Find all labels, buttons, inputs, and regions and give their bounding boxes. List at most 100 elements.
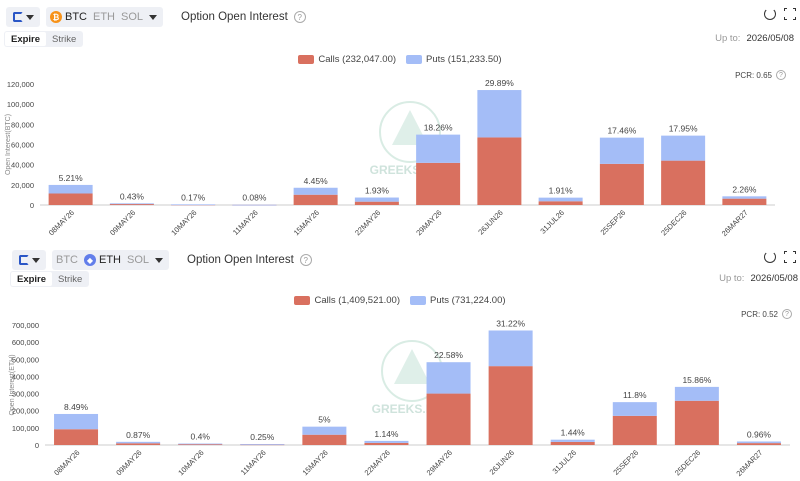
fullscreen-icon[interactable] xyxy=(783,7,797,21)
up-to-date: Up to: 2026/05/08 xyxy=(715,33,794,44)
deribit-logo-icon xyxy=(18,255,29,265)
puts-bar xyxy=(116,441,161,444)
question-circle-icon[interactable]: ? xyxy=(299,254,312,266)
puts-bar xyxy=(178,443,223,445)
bitcoin-icon: ₿ xyxy=(50,11,62,23)
puts-bar xyxy=(612,402,657,416)
refresh-icon[interactable] xyxy=(764,8,776,20)
legend-swatch xyxy=(406,55,423,64)
bar-percent-label: 5.21% xyxy=(59,173,84,183)
expire-strike-tabs: Expire Strike xyxy=(10,271,90,287)
calls-bar xyxy=(538,201,583,205)
bar-percent-label: 0.43% xyxy=(120,191,145,201)
legend-puts[interactable]: Puts (151,233.50) xyxy=(406,54,502,65)
coin-eth[interactable]: ETH xyxy=(93,11,115,23)
chart-legend: Calls (232,047.00) Puts (151,233.50) xyxy=(0,54,800,65)
y-tick-label: 120,000 xyxy=(7,80,34,89)
bar-percent-label: 22.58% xyxy=(434,350,463,360)
puts-bar xyxy=(477,90,522,138)
puts-bar xyxy=(302,426,347,435)
legend-calls[interactable]: Calls (232,047.00) xyxy=(298,54,396,65)
tab-expire[interactable]: Expire xyxy=(5,32,47,46)
chevron-down-icon xyxy=(155,257,164,263)
x-tick-label: 11MAY26 xyxy=(239,448,268,477)
coin-eth-label: ETH xyxy=(93,11,115,23)
puts-bar xyxy=(109,203,154,205)
panel-title: Option Open Interest xyxy=(187,254,294,266)
puts-bar xyxy=(538,197,583,202)
coin-btc[interactable]: ₿ BTC xyxy=(50,11,87,23)
panel-toolbar: ₿ BTC ETH SOL Option Open Interest ? xyxy=(0,6,306,28)
tab-strike[interactable]: Strike xyxy=(52,33,77,45)
calls-bar xyxy=(354,201,399,205)
tab-expire[interactable]: Expire xyxy=(11,272,53,286)
x-tick-label: 22MAY26 xyxy=(363,448,392,477)
question-circle-icon[interactable]: ? xyxy=(776,70,786,80)
question-circle-icon[interactable]: ? xyxy=(782,309,792,319)
calls-bar xyxy=(426,393,471,445)
panel-title: Option Open Interest xyxy=(181,11,288,23)
puts-bar xyxy=(364,440,409,443)
y-tick-label: 0 xyxy=(30,201,34,210)
fullscreen-icon[interactable] xyxy=(783,250,797,264)
bar-percent-label: 11.8% xyxy=(623,390,647,400)
bar-percent-label: 0.08% xyxy=(242,193,267,203)
chevron-down-icon xyxy=(31,257,40,263)
calls-bar xyxy=(477,137,522,205)
legend-calls[interactable]: Calls (1,409,521.00) xyxy=(294,295,400,306)
calls-bar xyxy=(661,160,706,205)
x-tick-label: 26MAR27 xyxy=(720,208,750,238)
calls-bar xyxy=(674,400,719,445)
bar-percent-label: 18.26% xyxy=(424,123,453,133)
x-tick-label: 10MAY26 xyxy=(176,448,205,477)
puts-bar xyxy=(426,362,471,394)
exchange-select[interactable] xyxy=(6,7,40,27)
calls-bar xyxy=(550,441,595,445)
x-tick-label: 25DEC26 xyxy=(673,448,702,477)
x-tick-label: 25SEP26 xyxy=(611,448,640,477)
calls-bar xyxy=(488,366,533,445)
legend-puts[interactable]: Puts (731,224.00) xyxy=(410,295,506,306)
coin-sol[interactable]: SOL xyxy=(127,254,149,266)
bar-percent-label: 0.96% xyxy=(747,429,772,439)
calls-bar xyxy=(364,442,409,445)
y-tick-label: 300,000 xyxy=(12,390,39,399)
x-tick-label: 09MAY26 xyxy=(108,208,137,237)
legend-calls-label: Calls (232,047.00) xyxy=(318,54,397,65)
up-to-value: 2026/05/08 xyxy=(746,33,794,44)
coin-selector[interactable]: ₿ BTC ETH SOL xyxy=(46,7,164,27)
calls-bar xyxy=(736,443,781,445)
question-circle-icon[interactable]: ? xyxy=(293,11,306,23)
calls-bar xyxy=(612,415,657,445)
bar-percent-label: 17.46% xyxy=(607,126,636,136)
pcr-value: PCR: 0.65 xyxy=(735,70,772,80)
puts-bar xyxy=(232,204,277,206)
btc-open-interest-chart: Open Interest(BTC) 0 20,000 40,000 60,000 80,… xyxy=(5,78,775,238)
puts-bar xyxy=(293,187,338,195)
exchange-select[interactable] xyxy=(12,250,46,270)
calls-bar xyxy=(293,194,338,205)
refresh-icon[interactable] xyxy=(764,251,776,263)
coin-btc[interactable]: BTC xyxy=(56,254,78,266)
puts-bar xyxy=(674,386,719,401)
puts-bar xyxy=(240,444,285,445)
calls-bar xyxy=(116,443,161,445)
coin-eth[interactable]: ◆ ETH xyxy=(84,254,121,266)
x-tick-label: 08MAY26 xyxy=(52,448,81,477)
legend-puts-label: Puts (151,233.50) xyxy=(426,54,502,65)
puts-bar xyxy=(736,441,781,444)
tab-strike[interactable]: Strike xyxy=(58,273,83,285)
puts-bar xyxy=(416,134,461,163)
coin-sol[interactable]: SOL xyxy=(121,11,143,23)
legend-calls-label: Calls (1,409,521.00) xyxy=(314,295,401,306)
bar-percent-label: 31.22% xyxy=(496,318,525,328)
calls-bar xyxy=(302,434,347,445)
chart-legend: Calls (1,409,521.00) Puts (731,224.00) xyxy=(0,295,800,306)
x-tick-label: 25DEC26 xyxy=(659,208,688,237)
coin-selector[interactable]: BTC ◆ ETH SOL xyxy=(52,250,170,270)
legend-swatch xyxy=(298,55,315,64)
panel-tools xyxy=(764,7,797,21)
calls-bar xyxy=(109,203,154,205)
coin-btc-label: BTC xyxy=(56,254,78,266)
y-tick-label: 0 xyxy=(35,441,39,450)
